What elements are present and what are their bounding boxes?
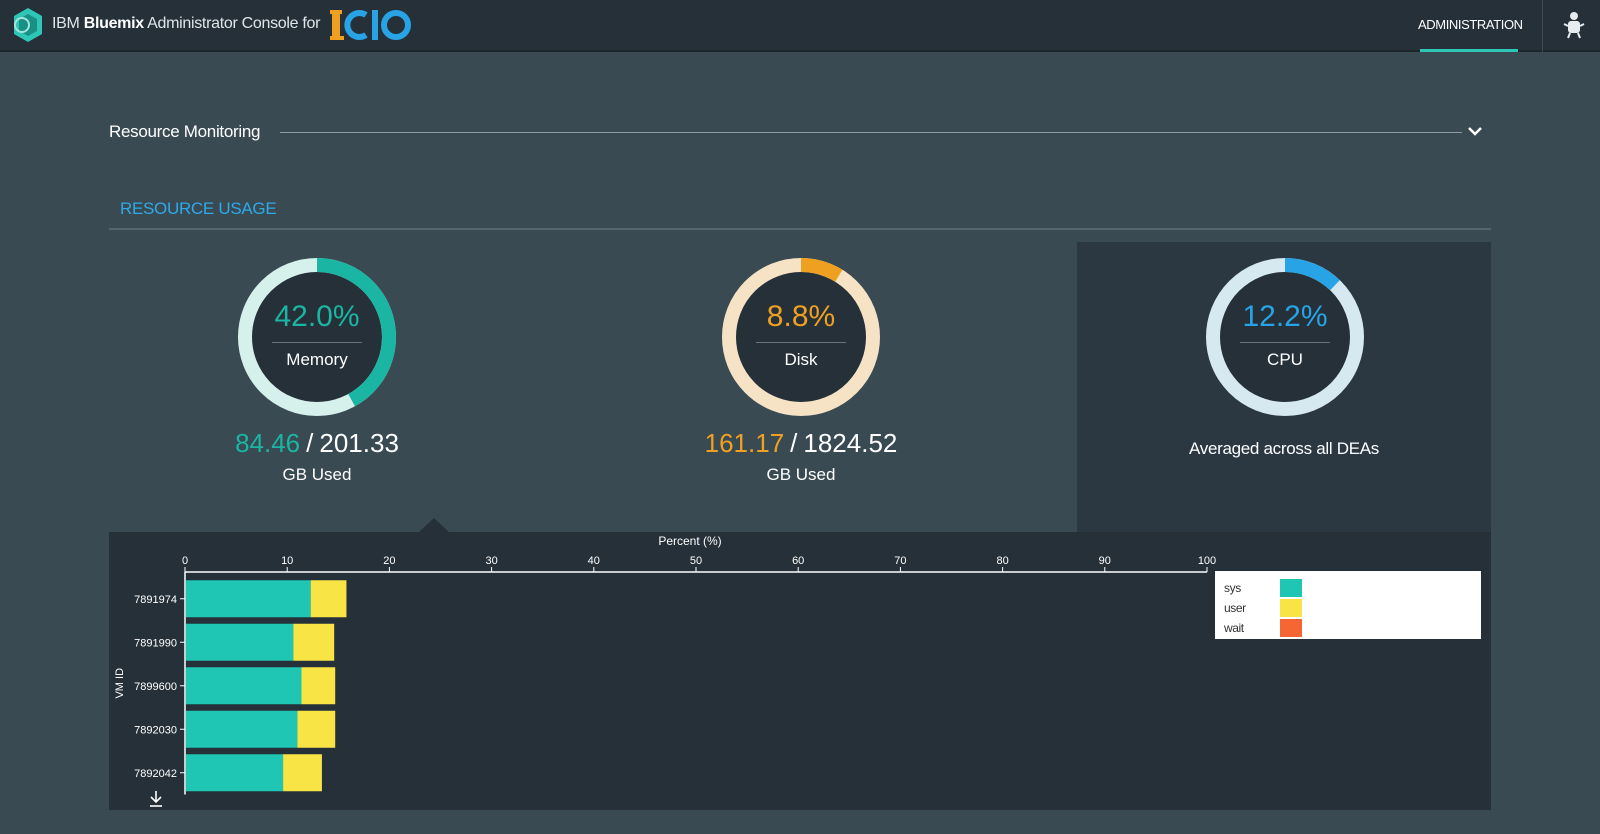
x-tick-label-40: 40 <box>588 555 600 567</box>
x-tick-label-70: 70 <box>894 555 906 567</box>
x-tick-label-80: 80 <box>996 555 1008 567</box>
y-tick-label-7899600: 7899600 <box>134 681 177 693</box>
legend-label-user: user <box>1224 601 1246 615</box>
legend-swatch-sys <box>1280 579 1302 597</box>
cio-logo <box>330 10 411 40</box>
cpu-label: CPU <box>1267 350 1303 369</box>
memory-gauge-separator <box>272 342 362 343</box>
section-title[interactable]: Resource Monitoring <box>109 122 261 141</box>
panel-pointer <box>418 518 450 533</box>
bar-user-7891990 <box>293 623 335 661</box>
bar-sys-7892030 <box>186 710 298 748</box>
brand-bold: Bluemix <box>83 15 144 32</box>
memory-slash: / <box>306 428 314 458</box>
x-tick-label-0: 0 <box>182 555 188 567</box>
bar-user-7899600 <box>301 667 336 705</box>
cpu-bar-chart: Percent (%) 0 10 20 30 40 50 60 70 80 90 100 VM ID 78… <box>114 534 1216 795</box>
legend-item-user: user <box>1224 599 1464 617</box>
disk-gauge-center <box>734 270 868 404</box>
cpu-note: Averaged across all DEAs <box>1189 439 1379 458</box>
x-tick-label-30: 30 <box>485 555 497 567</box>
cpu-gauge-center <box>1218 270 1352 404</box>
x-axis-title: Percent (%) <box>658 534 721 548</box>
memory-gauge-arc <box>238 258 396 416</box>
memory-gauge-center <box>250 270 384 404</box>
resource-usage-title: RESOURCE USAGE <box>120 199 277 218</box>
x-tick-label-10: 10 <box>281 555 293 567</box>
x-tick-label-90: 90 <box>1099 555 1111 567</box>
y-tick-label-7891990: 7891990 <box>134 637 177 649</box>
cpu-gauge-arc <box>1206 258 1364 416</box>
legend-item-sys: sys <box>1224 579 1464 597</box>
section-divider <box>280 132 1462 133</box>
cpu-percent: 12.2% <box>1242 300 1328 333</box>
memory-total: 201.33 <box>319 428 399 458</box>
memory-usage-stat: 84.46/201.33 <box>167 428 467 459</box>
brand-suffix: Administrator Console for <box>147 15 321 32</box>
y-tick-label-7891974: 7891974 <box>134 594 177 606</box>
disk-gauge: 8.8% Disk <box>720 256 882 418</box>
brand-title: IBM Bluemix Administrator Console for <box>52 15 320 33</box>
cpu-gauge: 12.2% CPU <box>1204 256 1366 418</box>
memory-gauge: 42.0% Memory <box>236 256 398 418</box>
memory-percent: 42.0% <box>274 300 360 333</box>
legend-item-wait: wait <box>1224 619 1464 637</box>
header-divider <box>1542 0 1543 52</box>
y-tick-label-7892042: 7892042 <box>134 768 177 780</box>
bar-user-7891974 <box>310 580 347 618</box>
memory-used: 84.46 <box>235 428 301 458</box>
memory-unit: GB Used <box>282 465 352 484</box>
brand-prefix: IBM <box>52 15 80 32</box>
disk-gauge-separator <box>756 342 846 343</box>
download-icon[interactable] <box>148 790 164 808</box>
resource-usage-divider <box>109 228 1491 230</box>
bar-sys-7891974 <box>186 580 311 618</box>
disk-label: Disk <box>784 350 818 369</box>
bar-sys-7899600 <box>186 667 302 705</box>
disk-usage-stat: 161.17/1824.52 <box>651 428 951 459</box>
chart-legend: sys user wait <box>1215 571 1481 639</box>
disk-slash: / <box>790 428 798 458</box>
legend-swatch-wait <box>1280 619 1302 637</box>
disk-used: 161.17 <box>704 428 785 458</box>
disk-total: 1824.52 <box>803 428 898 458</box>
top-header: IBM Bluemix Administrator Console for AD… <box>0 0 1600 52</box>
cpu-gauge-separator <box>1240 342 1330 343</box>
disk-gauge-arc <box>722 258 880 416</box>
bar-user-7892030 <box>297 710 336 748</box>
x-tick-label-100: 100 <box>1198 555 1216 567</box>
legend-label-sys: sys <box>1224 581 1241 595</box>
bluemix-logo-icon[interactable] <box>10 6 46 44</box>
x-tick-label-20: 20 <box>383 555 395 567</box>
disk-percent: 8.8% <box>766 300 836 333</box>
bar-sys-7892042 <box>186 754 284 792</box>
chevron-down-icon[interactable] <box>1466 122 1484 140</box>
bar-user-7892042 <box>283 754 322 792</box>
tab-administration[interactable]: ADMINISTRATION <box>1418 0 1523 52</box>
x-tick-label-60: 60 <box>792 555 804 567</box>
y-tick-label-7892030: 7892030 <box>134 724 177 736</box>
memory-label: Memory <box>286 350 348 369</box>
disk-unit: GB Used <box>766 465 836 484</box>
user-avatar-icon[interactable] <box>1560 10 1588 40</box>
bar-sys-7891990 <box>186 623 294 661</box>
y-axis-title: VM ID <box>114 668 126 699</box>
legend-swatch-user <box>1280 599 1302 617</box>
x-tick-label-50: 50 <box>690 555 702 567</box>
legend-label-wait: wait <box>1224 621 1244 635</box>
